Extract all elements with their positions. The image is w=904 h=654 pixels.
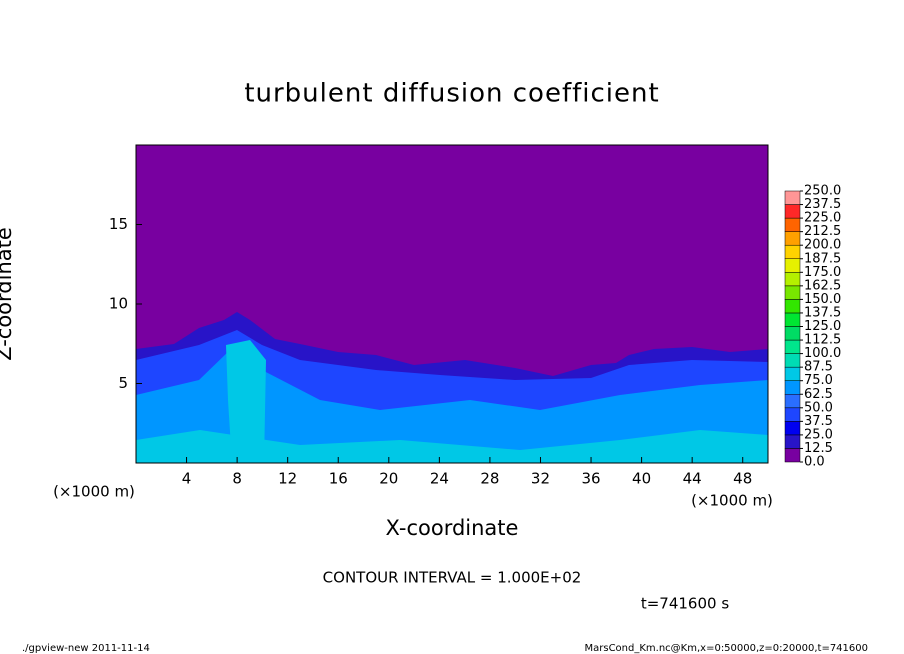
x-tick-label: 16: [329, 470, 348, 488]
y-tick-label: 15: [109, 215, 128, 233]
x-unit-left: (×1000 m): [53, 483, 135, 501]
x-tick-label: 40: [632, 470, 651, 488]
x-axis-label: X-coordinate: [386, 516, 519, 540]
colorbar-label: 87.5: [804, 360, 833, 375]
colorbar-label: 100.0: [804, 346, 841, 361]
colorbar-box: [784, 434, 801, 449]
colorbar-box: [784, 353, 801, 368]
x-tick-label: 8: [232, 470, 242, 488]
x-tick-label: 24: [430, 470, 449, 488]
colorbar-label: 137.5: [804, 305, 841, 320]
footer: MarsCond_Km.nc@Km,x=0:50000,z=0:20000,t=…: [585, 643, 869, 654]
annotation: t=741600 s: [641, 595, 729, 613]
x-tick-label: 32: [531, 470, 550, 488]
x-tick-label: 20: [379, 470, 398, 488]
colorbar-label: 112.5: [804, 333, 841, 348]
colorbar-label: 125.0: [804, 319, 841, 334]
colorbar-box: [784, 339, 801, 354]
colorbar-label: 25.0: [804, 427, 833, 442]
colorbar-label: 37.5: [804, 414, 833, 429]
x-tick-label: 36: [581, 470, 600, 488]
annotation: CONTOUR INTERVAL = 1.000E+02: [323, 569, 582, 587]
colorbar-label: 225.0: [804, 211, 841, 226]
colorbar-box: [784, 394, 801, 409]
colorbar-box: [784, 217, 801, 232]
bottom-patch: [136, 430, 768, 463]
colorbar-label: 12.5: [804, 441, 833, 456]
colorbar-label: 212.5: [804, 224, 841, 239]
colorbar-box: [784, 285, 801, 300]
colorbar-label: 62.5: [804, 387, 833, 402]
colorbar-label: 175.0: [804, 265, 841, 280]
y-axis-label: Z-coordinate: [0, 227, 16, 361]
colorbar-label: 237.5: [804, 197, 841, 212]
x-tick-label: 28: [480, 470, 499, 488]
y-tick-label: 5: [118, 374, 128, 392]
y-tick-label: 10: [109, 295, 128, 313]
colorbar-box: [784, 258, 801, 273]
colorbar-label: 200.0: [804, 238, 841, 253]
colorbar-box: [784, 190, 801, 205]
colorbar-box: [784, 272, 801, 287]
colorbar-label: 187.5: [804, 251, 841, 266]
colorbar-box: [784, 380, 801, 395]
colorbar-box: [784, 407, 801, 422]
colorbar-label: 250.0: [804, 184, 841, 199]
colorbar-box: [784, 244, 801, 259]
colorbar-box: [784, 326, 801, 341]
colorbar-box: [784, 312, 801, 327]
x-unit-right: (×1000 m): [691, 492, 773, 510]
x-tick-label: 44: [683, 470, 702, 488]
x-tick-label: 12: [278, 470, 297, 488]
colorbar-box: [784, 448, 801, 463]
colorbar-label: 162.5: [804, 278, 841, 293]
footer: ./gpview-new 2011-11-14: [22, 643, 150, 654]
colorbar-box: [784, 421, 801, 436]
plume: [226, 340, 266, 463]
colorbar-box: [784, 366, 801, 381]
colorbar-label: 0.0: [804, 455, 825, 470]
field: [136, 145, 768, 463]
chart-title: turbulent diffusion coefficient: [244, 79, 659, 109]
colorbar-box: [784, 204, 801, 219]
colorbar-box: [784, 231, 801, 246]
colorbar-box: [784, 299, 801, 314]
colorbar-label: 50.0: [804, 400, 833, 415]
turbulent-inner: [136, 350, 768, 463]
x-tick-label: 48: [733, 470, 752, 488]
colorbar-label: 150.0: [804, 292, 841, 307]
x-tick-label: 4: [182, 470, 192, 488]
colorbar-label: 75.0: [804, 373, 833, 388]
